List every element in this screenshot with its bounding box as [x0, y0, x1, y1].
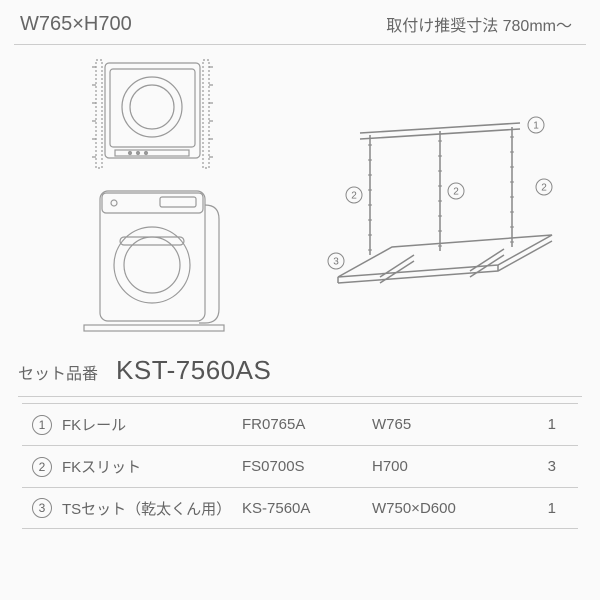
callout-3: 3: [333, 257, 339, 268]
part-code: FS0700S: [242, 458, 372, 475]
table-row: 3 TSセット（乾太くん用） KS-7560A W750×D600 1: [22, 487, 578, 529]
table-row: 1 FKレール FR0765A W765 1: [22, 403, 578, 445]
part-qty: 1: [522, 500, 562, 517]
appliance-diagram: [60, 55, 240, 345]
part-name: FKスリット: [62, 456, 242, 477]
spec-table: 1 FKレール FR0765A W765 1 2 FKスリット FS0700S …: [22, 403, 578, 529]
row-index: 2: [32, 457, 52, 477]
row-index: 3: [32, 498, 52, 518]
dimensions-label: W765×H700: [20, 13, 132, 36]
diagram-area: 1 2 2 2 3: [0, 45, 600, 345]
part-code: KS-7560A: [242, 500, 372, 517]
header: W765×H700 取付け推奨寸法 780mm～: [0, 0, 600, 44]
callout-2b: 2: [453, 187, 459, 198]
product-label: セット品番: [18, 360, 98, 384]
part-qty: 1: [522, 416, 562, 433]
part-size: W750×D600: [372, 500, 522, 517]
install-note: 取付け推奨寸法 780mm～: [386, 12, 572, 36]
part-size: H700: [372, 458, 522, 475]
part-size: W765: [372, 416, 522, 433]
product-code: KST-7560AS: [116, 355, 271, 386]
divider: [18, 396, 582, 397]
callout-2a: 2: [351, 191, 357, 202]
product-section: セット品番 KST-7560AS 1 FKレール FR0765A W765 1 …: [0, 351, 600, 529]
part-name: FKレール: [62, 414, 242, 435]
row-index: 1: [32, 415, 52, 435]
part-name: TSセット（乾太くん用）: [62, 498, 242, 519]
callout-1: 1: [533, 121, 539, 132]
callout-2c: 2: [541, 183, 547, 194]
table-row: 2 FKスリット FS0700S H700 3: [22, 445, 578, 487]
shelf-diagram: 1 2 2 2 3: [320, 105, 560, 325]
part-qty: 3: [522, 458, 562, 475]
part-code: FR0765A: [242, 416, 372, 433]
